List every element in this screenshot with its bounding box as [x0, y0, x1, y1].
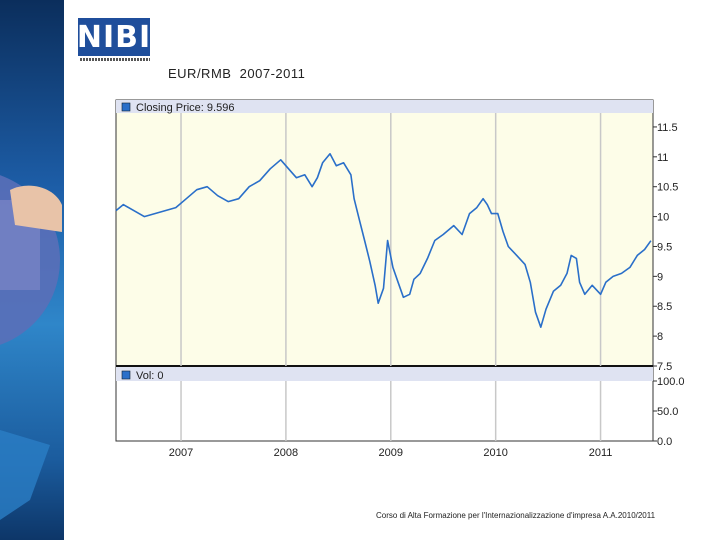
price-tick-label: 7.5 [657, 361, 672, 373]
x-tick-label: 2008 [274, 447, 298, 459]
price-tick-label: 10 [657, 212, 669, 224]
x-tick-label: 2009 [379, 447, 403, 459]
price-tick-label: 11.5 [657, 122, 678, 134]
decorative-side-band [0, 0, 64, 540]
price-tick-label: 9.5 [657, 241, 672, 253]
x-tick-label: 2007 [169, 447, 193, 459]
price-tick-label: 10.5 [657, 182, 678, 194]
price-tick-label: 8 [657, 331, 663, 343]
nibi-logo: NIBI [76, 18, 152, 56]
closing-price-line [115, 153, 652, 328]
globe-hand-graphic [0, 175, 62, 520]
volume-legend-bar [116, 367, 653, 381]
price-legend-bar [116, 100, 653, 113]
volume-tick-label: 0.0 [657, 436, 672, 448]
price-panel [115, 99, 654, 367]
volume-tick-label: 50.0 [657, 406, 678, 418]
price-legend-label: Closing Price: 9.596 [136, 102, 234, 114]
price-tick-label: 9 [657, 271, 663, 283]
price-legend-swatch [121, 102, 131, 112]
x-tick-label: 2011 [589, 447, 613, 459]
volume-legend-label: Vol: 0 [136, 370, 164, 382]
x-tick-label: 2010 [483, 447, 507, 459]
volume-legend-swatch [121, 370, 131, 380]
logo-tagline-mark [80, 58, 150, 61]
slide-title: EUR/RMB 2007-2011 [168, 66, 306, 81]
price-tick-label: 11 [657, 152, 668, 164]
footer-course-text: Corso di Alta Formazione per l'Internazi… [376, 511, 656, 520]
volume-tick-label: 100.0 [657, 376, 685, 388]
price-tick-label: 8.5 [657, 301, 672, 313]
